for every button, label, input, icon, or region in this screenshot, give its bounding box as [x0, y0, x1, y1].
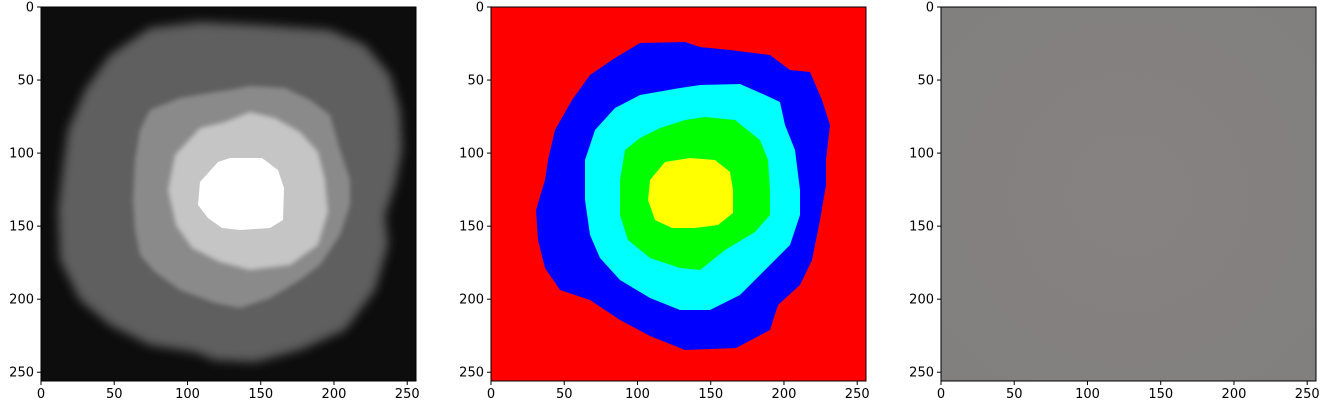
x-tick-label: 250: [395, 387, 420, 402]
segmentation-map-frame: [490, 6, 867, 382]
x-tick-label: 250: [1295, 387, 1320, 402]
x-tick-label: 150: [698, 387, 723, 402]
x-tick-label: 150: [248, 387, 273, 402]
y-tick-label: 250: [459, 366, 484, 381]
y-tick-label: 150: [9, 220, 34, 235]
y-tick-label: 100: [909, 147, 934, 162]
x-tick-label: 50: [556, 387, 573, 402]
x-tick-label: 200: [1222, 387, 1247, 402]
x-tick-label: 250: [845, 387, 870, 402]
y-tick-label: 0: [926, 1, 934, 16]
y-tick-label: 100: [459, 147, 484, 162]
y-tick-label: 50: [17, 74, 34, 89]
y-tick-label: 0: [26, 1, 34, 16]
y-tick-label: 150: [459, 220, 484, 235]
x-tick-label: 50: [1006, 387, 1023, 402]
x-tick-label: 50: [106, 387, 123, 402]
y-tick-label: 200: [9, 293, 34, 308]
y-tick-label: 0: [476, 1, 484, 16]
x-tick-label: 100: [175, 387, 200, 402]
x-tick-label: 200: [772, 387, 797, 402]
flat-gray-image-frame: [940, 6, 1317, 382]
x-tick-label: 100: [1075, 387, 1100, 402]
x-tick-label: 150: [1148, 387, 1173, 402]
grayscale-image-frame: [40, 6, 417, 382]
y-tick-label: 200: [459, 293, 484, 308]
flat-gray-image-fill: [941, 7, 1316, 381]
y-tick-label: 100: [9, 147, 34, 162]
segmentation-class-4-region: [648, 158, 733, 228]
x-tick-label: 200: [322, 387, 347, 402]
x-tick-label: 100: [625, 387, 650, 402]
y-tick-label: 250: [9, 366, 34, 381]
y-tick-label: 150: [909, 220, 934, 235]
x-tick-label: 0: [487, 387, 495, 402]
x-tick-label: 0: [37, 387, 45, 402]
grayscale-core-region: [198, 158, 284, 230]
x-tick-label: 0: [937, 387, 945, 402]
y-tick-label: 50: [467, 74, 484, 89]
y-tick-label: 200: [909, 293, 934, 308]
y-tick-label: 250: [909, 366, 934, 381]
y-tick-label: 50: [917, 74, 934, 89]
